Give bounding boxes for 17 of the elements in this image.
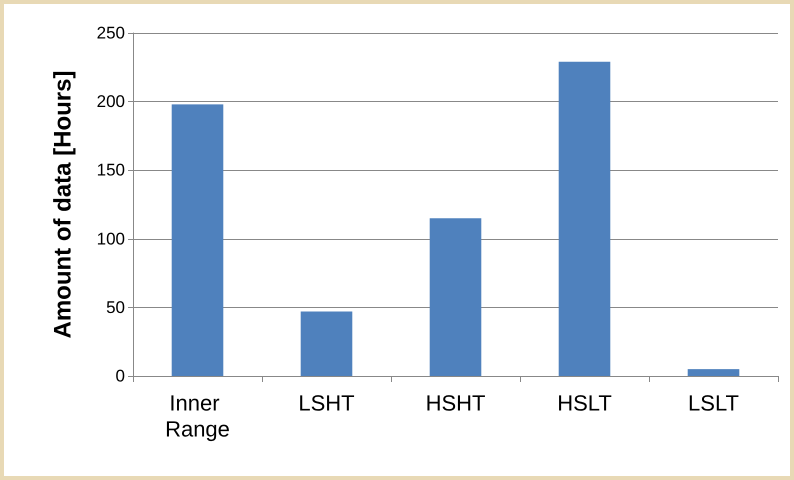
y-tick-label: 200 bbox=[96, 92, 125, 112]
y-tick-label: 150 bbox=[96, 160, 125, 180]
x-tick-label: LSLT bbox=[688, 390, 739, 416]
bar bbox=[688, 369, 740, 376]
x-tick-label: HSLT bbox=[557, 390, 612, 416]
y-axis-title: Amount of data [Hours] bbox=[50, 70, 76, 338]
x-tick-label: LSHT bbox=[298, 390, 355, 416]
y-tick-label: 250 bbox=[96, 24, 125, 42]
y-tick-label: 100 bbox=[96, 229, 125, 248]
x-tick-label: HSHT bbox=[426, 390, 486, 416]
y-tick-label: 0 bbox=[116, 366, 125, 386]
bar bbox=[172, 104, 224, 376]
bar bbox=[430, 218, 482, 376]
bar bbox=[300, 312, 352, 376]
y-tick-label: 50 bbox=[106, 298, 125, 317]
x-tick-label: Inner Range bbox=[165, 390, 230, 442]
bar bbox=[558, 62, 610, 376]
